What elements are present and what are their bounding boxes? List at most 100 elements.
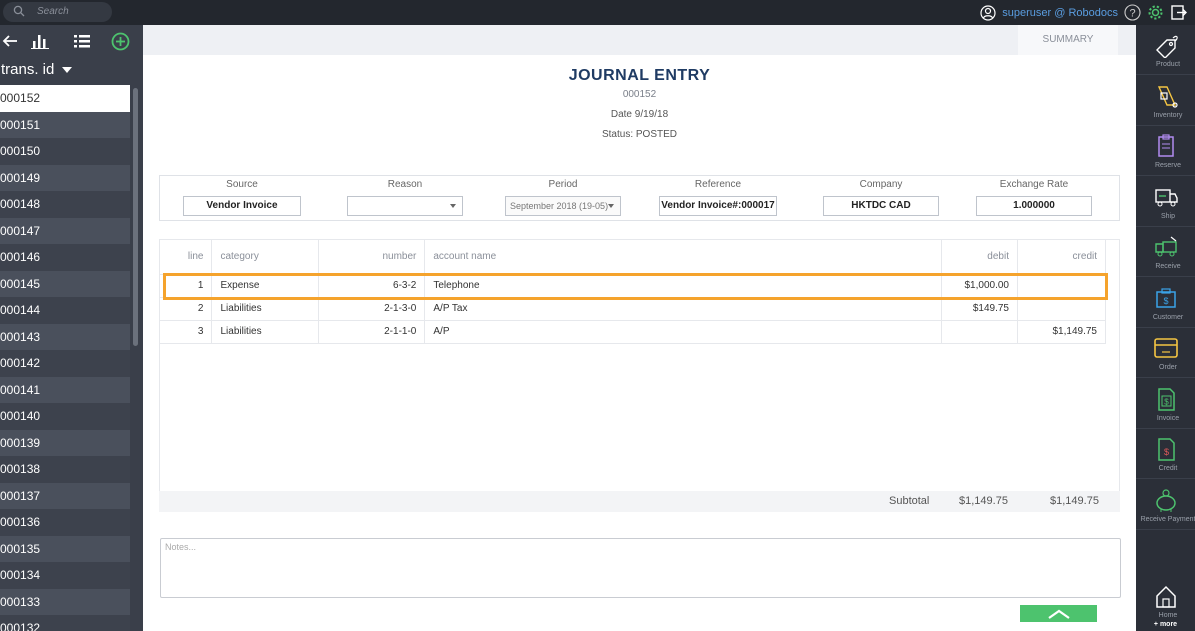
list-item[interactable]: 000142: [0, 350, 130, 377]
gear-icon[interactable]: [1147, 4, 1164, 21]
chart-icon[interactable]: [30, 32, 50, 50]
table-row[interactable]: 3 Liabilities 2-1-1-0 A/P $1,149.75: [160, 320, 1107, 344]
sort-dropdown[interactable]: trans. id: [0, 61, 73, 78]
list-item[interactable]: 000148: [0, 191, 130, 218]
list-item[interactable]: 000146: [0, 244, 130, 271]
search-input[interactable]: Search: [3, 2, 112, 22]
customer-icon: $: [1156, 288, 1176, 308]
entry-number: 000152: [622, 89, 657, 100]
user-area: superuser @ Robodocs ?: [980, 2, 1187, 23]
list-item[interactable]: 000134: [0, 562, 130, 589]
back-arrow-icon[interactable]: [0, 32, 20, 50]
exchange-rate-label: Exchange Rate: [999, 179, 1069, 190]
user-name-link[interactable]: superuser @ Robodocs: [1002, 6, 1118, 19]
table-row[interactable]: 1 Expense 6-3-2 Telephone $1,000.00: [160, 274, 1107, 298]
list-item[interactable]: 000145: [0, 270, 130, 297]
source-field: Source Vendor Invoice: [182, 176, 302, 216]
list-item[interactable]: 000143: [0, 323, 130, 350]
cell-category: Expense: [211, 274, 320, 298]
logout-icon[interactable]: [1170, 4, 1187, 21]
sort-label: trans. id: [1, 61, 55, 78]
table-header: line category number account name debit …: [160, 240, 1107, 275]
list-item[interactable]: 000141: [0, 376, 130, 403]
list-item[interactable]: 000151: [0, 111, 130, 138]
subtotal-credit: $1,149.75: [1050, 495, 1099, 507]
company-value[interactable]: HKTDC CAD: [823, 196, 939, 216]
cell-line: 3: [160, 320, 213, 344]
credit-icon: $: [1158, 438, 1175, 461]
nav-customer-button[interactable]: $ Customer: [1136, 278, 1195, 328]
list-item[interactable]: 000132: [0, 615, 130, 631]
nav-order-button[interactable]: Order: [1136, 328, 1195, 378]
cell-account: Telephone: [424, 274, 942, 298]
nav-ship-button[interactable]: Ship: [1136, 177, 1195, 227]
reserve-icon: [1158, 134, 1174, 157]
table-row[interactable]: 2 Liabilities 2-1-3-0 A/P Tax $149.75: [160, 297, 1107, 321]
subtotal-label: Subtotal: [889, 495, 930, 507]
col-credit: credit: [1017, 240, 1107, 275]
add-icon[interactable]: [110, 32, 130, 50]
cell-account: A/P Tax: [424, 297, 942, 321]
collapse-button[interactable]: [1020, 605, 1097, 622]
list-item[interactable]: 000140: [0, 403, 130, 430]
reason-select[interactable]: [347, 196, 463, 216]
tab-summary[interactable]: SUMMARY: [1018, 25, 1118, 55]
nav-inventory-button[interactable]: Inventory: [1136, 76, 1195, 126]
invoice-icon: $: [1158, 388, 1175, 411]
svg-text:$: $: [1163, 296, 1168, 306]
period-select[interactable]: September 2018 (19-05): [505, 196, 621, 216]
subtotal-row: Subtotal $1,149.75 $1,149.75: [159, 491, 1120, 512]
period-field: Period September 2018 (19-05): [504, 176, 622, 216]
nav-receive-button[interactable]: Receive: [1136, 227, 1195, 277]
chevron-down-icon: [608, 204, 614, 208]
notes-placeholder: Notes...: [165, 542, 197, 552]
cell-line: 2: [160, 297, 213, 321]
company-label: Company: [859, 179, 903, 190]
list-item[interactable]: 000150: [0, 138, 130, 165]
nav-label: Home: [1158, 612, 1178, 619]
exchange-rate-value[interactable]: 1.000000: [976, 196, 1092, 216]
nav-credit-button[interactable]: $ Credit: [1136, 429, 1195, 479]
svg-text:$: $: [1164, 447, 1169, 457]
list-item[interactable]: 000136: [0, 509, 130, 536]
help-icon[interactable]: ?: [1124, 4, 1141, 21]
nav-reserve-button[interactable]: Reserve: [1136, 126, 1195, 176]
list-item[interactable]: 000144: [0, 297, 130, 324]
reason-label: Reason: [387, 179, 423, 190]
col-line: line: [160, 240, 213, 275]
user-icon[interactable]: [980, 4, 996, 21]
entry-date: Date 9/19/18: [610, 109, 669, 120]
cell-number: 2-1-3-0: [318, 297, 426, 321]
nav-product-button[interactable]: Product: [1136, 25, 1195, 75]
notes-field[interactable]: Notes...: [160, 538, 1121, 598]
right-sidebar: + more Product Inventory Reserve Ship Receiv…: [1136, 25, 1195, 631]
list-item[interactable]: 000135: [0, 535, 130, 562]
list-item[interactable]: 000147: [0, 217, 130, 244]
list-item[interactable]: 000139: [0, 429, 130, 456]
nav-home-button[interactable]: Home: [1136, 576, 1195, 626]
nav-label: Product: [1155, 61, 1181, 68]
reference-value[interactable]: Vendor Invoice#:000017: [659, 196, 777, 216]
entry-fields: Source Vendor Invoice Reason Period Sept…: [159, 175, 1120, 221]
list-item[interactable]: 000149: [0, 164, 130, 191]
list-item[interactable]: 000138: [0, 456, 130, 483]
source-value[interactable]: Vendor Invoice: [183, 196, 301, 216]
left-sidebar: trans. id 000152 000151 000150 000149 000148…: [0, 25, 143, 631]
nav-label: Reserve: [1154, 162, 1182, 169]
nav-invoice-button[interactable]: $ Invoice: [1136, 379, 1195, 429]
svg-text:$: $: [1164, 398, 1169, 407]
cell-debit: [941, 320, 1018, 344]
cell-account: A/P: [424, 320, 942, 344]
search-placeholder: Search: [37, 6, 69, 17]
list-item[interactable]: 000133: [0, 588, 130, 615]
receive-payment-icon: [1156, 489, 1176, 512]
list-item[interactable]: 000137: [0, 482, 130, 509]
scrollbar[interactable]: [133, 88, 138, 346]
list-item[interactable]: 000152: [0, 85, 130, 112]
nav-receive-payment-button[interactable]: Receive Payment: [1136, 480, 1195, 530]
cell-debit: $1,000.00: [941, 274, 1018, 298]
list-icon[interactable]: [72, 32, 92, 50]
more-link[interactable]: + more: [1153, 621, 1178, 628]
subtotal-debit: $1,149.75: [959, 495, 1008, 507]
top-bar: Search superuser @ Robodocs ?: [0, 0, 1195, 25]
